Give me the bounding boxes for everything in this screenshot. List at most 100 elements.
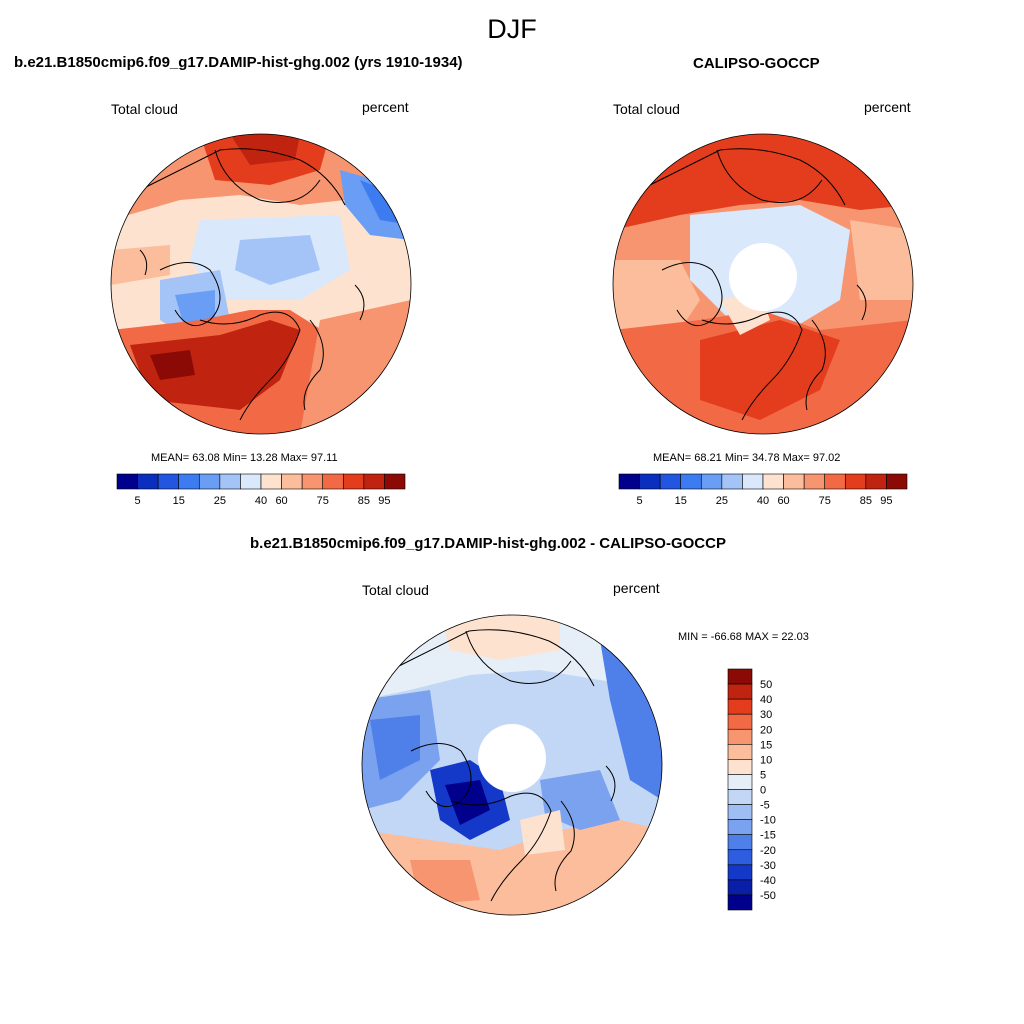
- diff-colorbar-box: [727, 728, 753, 745]
- obs-colorbar-box: [783, 473, 805, 490]
- diff-colorbar-box: [727, 864, 753, 881]
- obs-colorbar-box: [680, 473, 702, 490]
- model-map-border: [110, 133, 412, 435]
- panel-obs-map: [612, 133, 914, 435]
- model-colorbar-tick-label: 25: [214, 495, 226, 507]
- model-colorbar-box: [137, 473, 159, 490]
- panel-model-colorbar: 5 15 25 40 60 75 85 95: [116, 473, 406, 507]
- obs-colorbar-tick-label: 85: [860, 495, 872, 507]
- panel-obs-colorbar: 5 15 25 40 60 75 85 95: [618, 473, 908, 507]
- model-colorbar-box: [322, 473, 344, 490]
- diff-colorbar-box: [727, 834, 753, 851]
- panel-diff-units: percent: [613, 580, 660, 596]
- model-colorbar-box: [281, 473, 303, 490]
- figure-title: DJF: [487, 14, 537, 44]
- panel-diff-title: b.e21.B1850cmip6.f09_g17.DAMIP-hist-ghg.…: [250, 535, 726, 552]
- diff-colorbar-tick-label: 10: [760, 754, 772, 766]
- diff-colorbar-tick-label: -20: [760, 845, 776, 857]
- diff-colorbar-box: [727, 744, 753, 760]
- diff-colorbar-box: [727, 683, 753, 700]
- diff-colorbar-tick-label: 50: [760, 679, 772, 691]
- diff-colorbar-box: [727, 698, 753, 715]
- model-colorbar-tick-label: 15: [173, 495, 185, 507]
- model-colorbar-box: [260, 473, 282, 490]
- diff-colorbar-box: [727, 804, 753, 820]
- obs-colorbar-box: [762, 473, 784, 490]
- diff-colorbar-tick-label: -15: [760, 830, 776, 842]
- diff-coastlines: [388, 629, 616, 902]
- diff-colorbar-tick-label: 5: [760, 769, 766, 781]
- model-colorbar-box: [384, 473, 406, 490]
- model-colorbar-box: [157, 473, 180, 490]
- obs-colorbar-tick-label: 75: [819, 495, 831, 507]
- model-colorbar-tick-label: 60: [275, 495, 287, 507]
- diff-colorbar-box: [727, 789, 753, 805]
- model-colorbar-box: [219, 473, 241, 490]
- obs-colorbar-tick-label: 95: [880, 495, 892, 507]
- panel-diff-stats: MIN = -66.68 MAX = 22.03: [678, 631, 809, 643]
- model-colorbar-tick-label: 40: [255, 495, 267, 507]
- model-colorbar-tick-label: 5: [135, 495, 141, 507]
- obs-colorbar-tick-label: 60: [777, 495, 789, 507]
- obs-colorbar-tick-label: 15: [675, 495, 687, 507]
- diff-colorbar-box: [727, 849, 753, 866]
- diff-colorbar-tick-label: -10: [760, 815, 776, 827]
- model-colorbar-box: [363, 473, 385, 490]
- obs-colorbar-box: [700, 473, 723, 490]
- panel-model-title: b.e21.B1850cmip6.f09_g17.DAMIP-hist-ghg.…: [14, 54, 463, 71]
- obs-colorbar-tick-label: 25: [716, 495, 728, 507]
- diff-colorbar-tick-label: 40: [760, 694, 772, 706]
- model-colorbar-tick-label: 85: [358, 495, 370, 507]
- diff-colorbar-tick-label: -30: [760, 860, 776, 872]
- diff-colorbar-box: [727, 894, 753, 911]
- diff-colorbar-tick-label: 15: [760, 739, 772, 751]
- model-colorbar-box: [342, 473, 365, 490]
- diff-colorbar-box: [727, 759, 753, 775]
- diff-colorbar-tick-label: 20: [760, 724, 772, 736]
- diff-colorbar-box: [727, 668, 753, 685]
- obs-polar-data-gap: [729, 243, 797, 311]
- diff-colorbar-tick-label: 30: [760, 709, 772, 721]
- panel-obs-variable: Total cloud: [613, 101, 680, 117]
- diff-colorbar-tick-label: -5: [760, 800, 770, 812]
- panel-model-map: [110, 133, 412, 435]
- panel-obs-title: CALIPSO-GOCCP: [693, 55, 820, 72]
- panel-diff-map: [361, 614, 663, 916]
- diff-polar-data-gap: [478, 724, 546, 792]
- model-colorbar-tick-label: 75: [317, 495, 329, 507]
- obs-colorbar-box: [659, 473, 682, 490]
- obs-colorbar-box: [618, 473, 640, 490]
- diff-colorbar-box: [727, 774, 753, 790]
- obs-colorbar-box: [824, 473, 846, 490]
- obs-colorbar-box: [742, 473, 764, 490]
- panel-obs-units: percent: [864, 99, 911, 115]
- diff-colorbar-box: [727, 819, 753, 835]
- panel-model-stats: MEAN= 63.08 Min= 13.28 Max= 97.11: [151, 452, 338, 464]
- obs-coastlines: [639, 148, 867, 421]
- diff-map-border: [361, 614, 663, 916]
- model-colorbar-box: [178, 473, 200, 490]
- diff-colorbar-box: [727, 713, 753, 730]
- model-colorbar-box: [240, 473, 262, 490]
- obs-colorbar-box: [639, 473, 661, 490]
- panel-model-variable: Total cloud: [111, 101, 178, 117]
- model-colorbar-box: [116, 473, 138, 490]
- obs-colorbar-tick-label: 5: [637, 495, 643, 507]
- panel-diff-variable: Total cloud: [362, 582, 429, 598]
- diff-colorbar-tick-label: -40: [760, 875, 776, 887]
- panel-model-units: percent: [362, 99, 409, 115]
- obs-map-border: [612, 133, 914, 435]
- obs-colorbar-box: [721, 473, 743, 490]
- model-colorbar-box: [301, 473, 324, 490]
- diff-colorbar-tick-label: -50: [760, 890, 776, 902]
- panel-obs-stats: MEAN= 68.21 Min= 34.78 Max= 97.02: [653, 452, 841, 464]
- model-colorbar-box: [198, 473, 221, 490]
- obs-colorbar-tick-label: 40: [757, 495, 769, 507]
- obs-colorbar-box: [865, 473, 887, 490]
- diff-colorbar-box: [727, 879, 753, 896]
- model-colorbar-tick-label: 95: [378, 495, 390, 507]
- obs-colorbar-box: [803, 473, 826, 490]
- model-coastlines: [139, 148, 365, 421]
